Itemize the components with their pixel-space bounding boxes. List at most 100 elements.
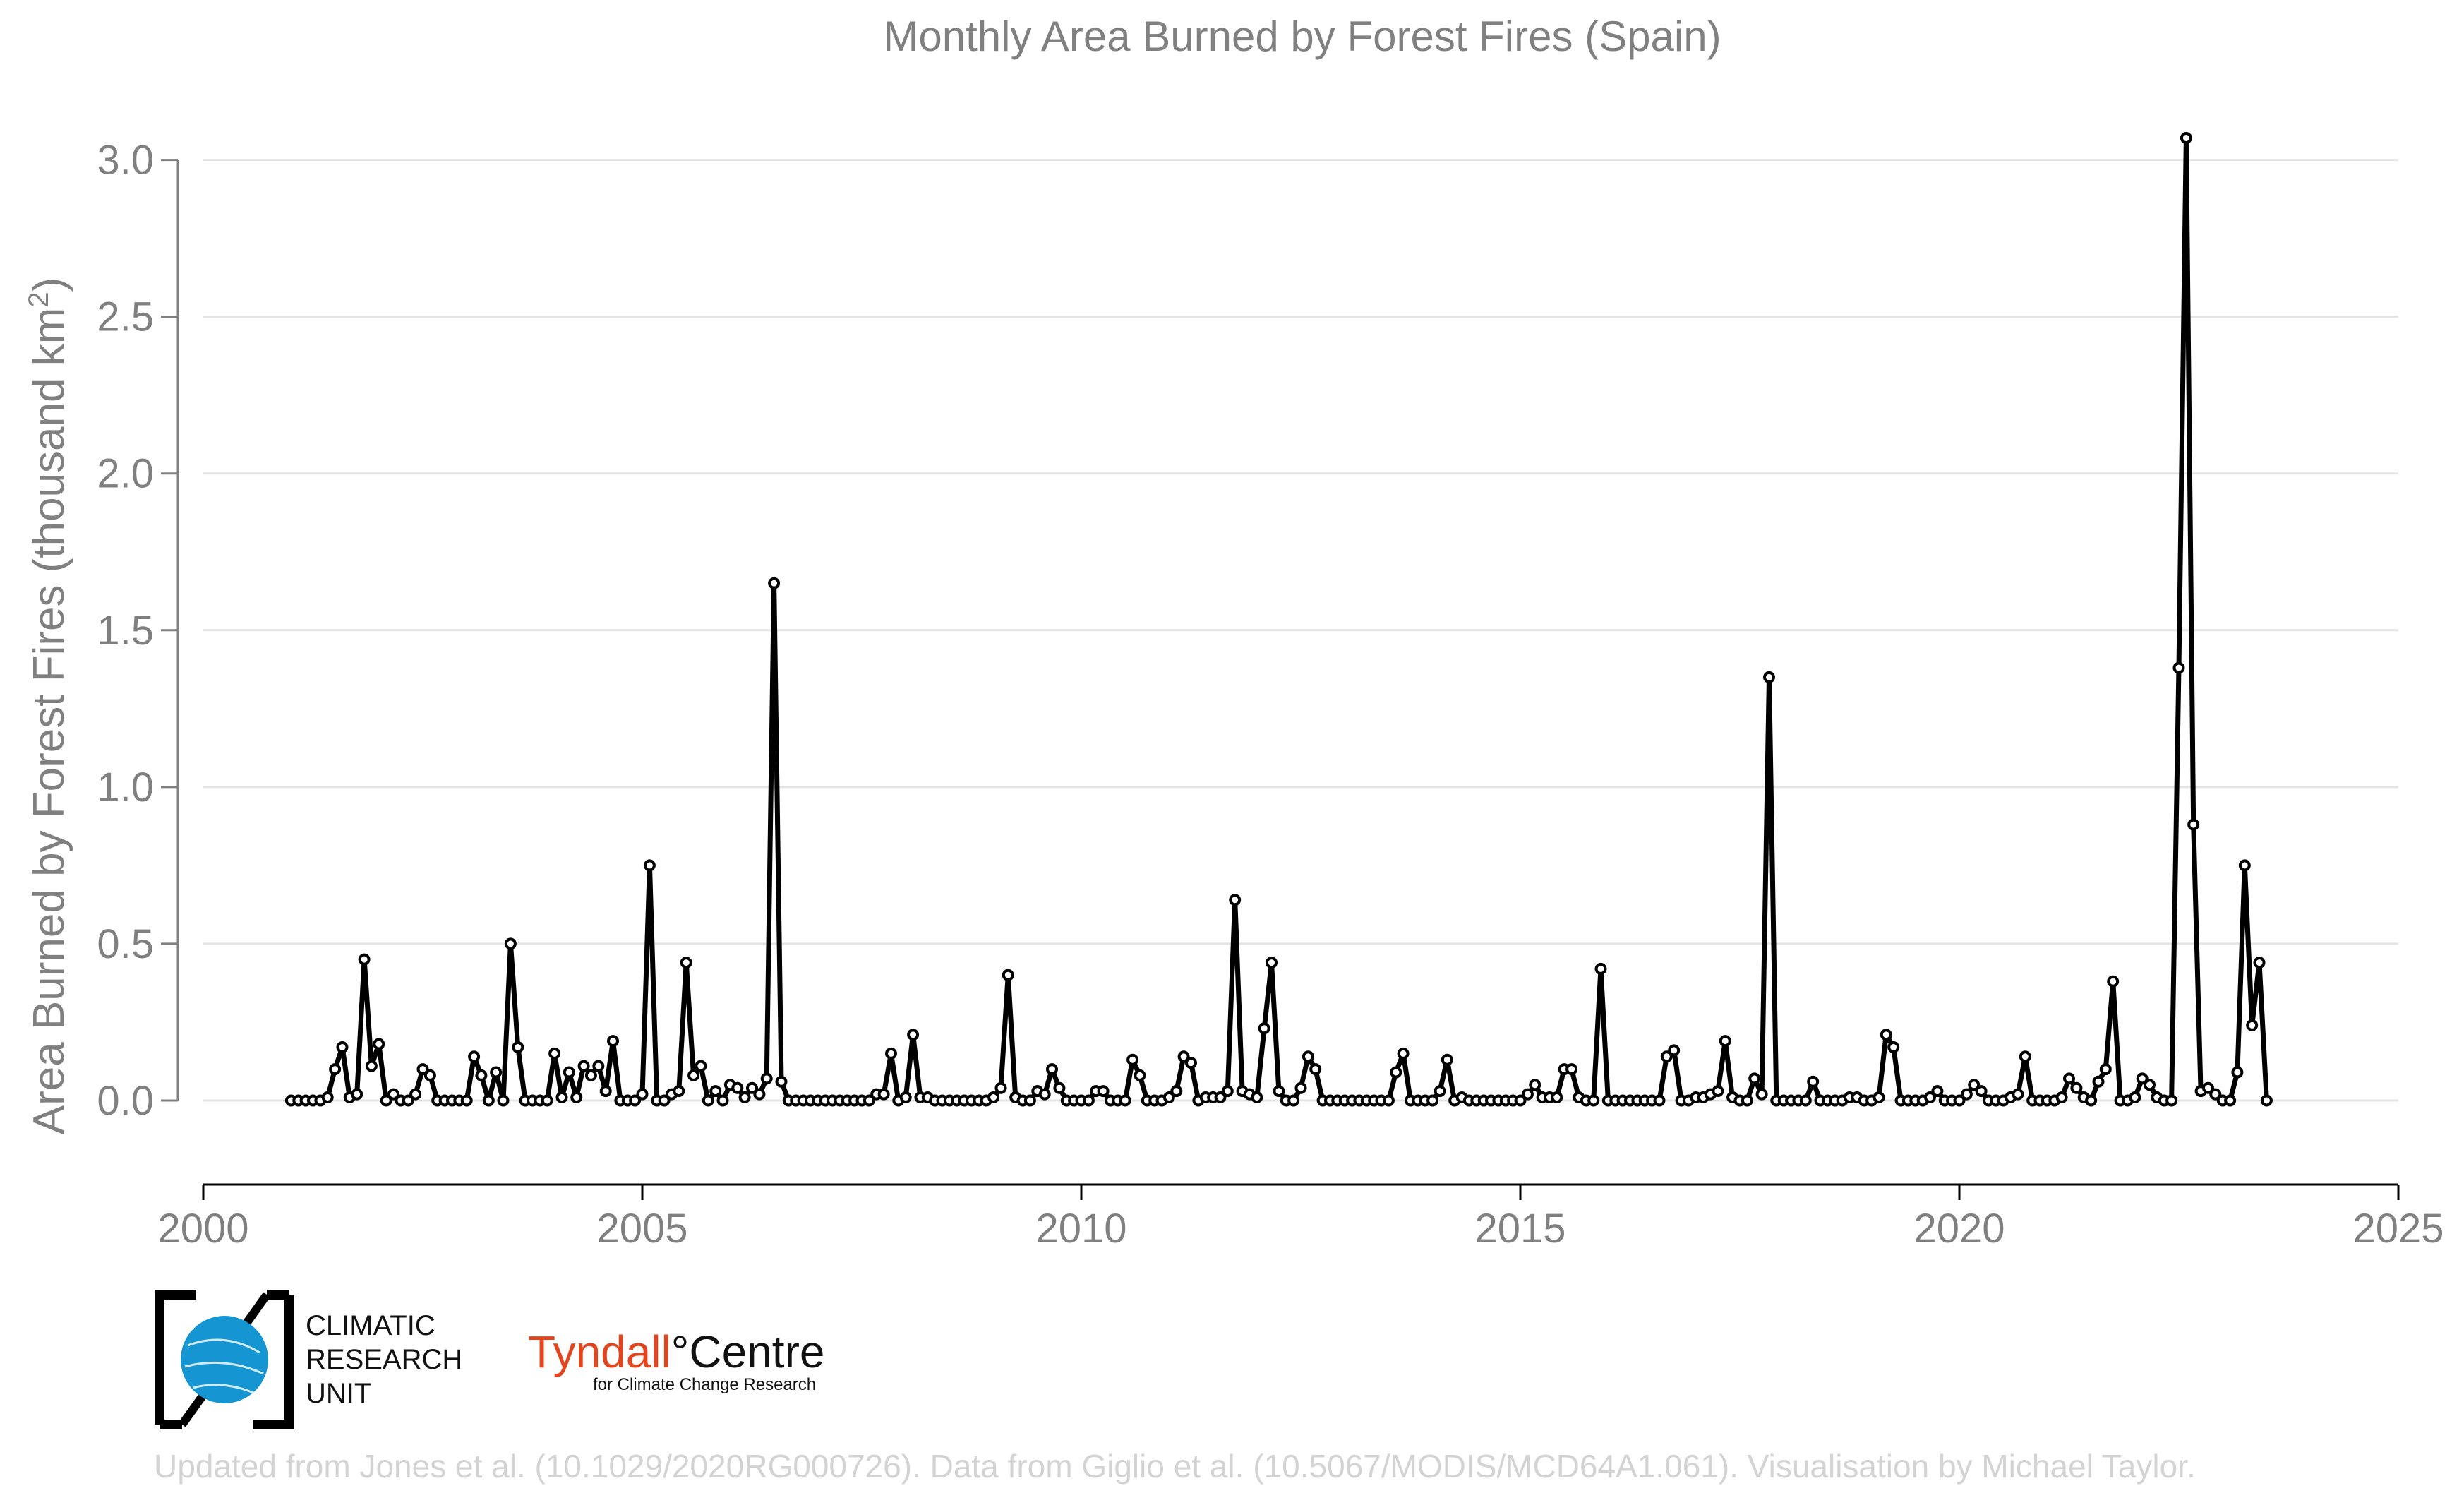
tyndall-subtitle: for Climate Change Research [593, 1375, 817, 1394]
data-point [716, 1094, 729, 1107]
logos: CLIMATIC RESEARCH UNIT Tyndall°Centre fo… [154, 1289, 860, 1437]
data-point [1873, 1091, 1885, 1103]
data-point [1251, 1091, 1263, 1103]
data-point [1529, 1079, 1541, 1091]
data-point [2224, 1094, 2237, 1107]
data-point [2172, 661, 2185, 674]
data-point [2144, 1079, 2156, 1091]
data-point [2063, 1072, 2075, 1085]
data-point [512, 1041, 524, 1053]
data-point [1221, 1085, 1234, 1098]
x-tick-label: 2015 [1474, 1206, 1565, 1252]
cru-logo-icon [155, 1290, 294, 1429]
credit-text: Updated from Jones et al. (10.1029/2020R… [154, 1448, 2196, 1485]
data-point [365, 1060, 378, 1072]
x-tick-label: 2005 [596, 1206, 687, 1252]
data-point [409, 1088, 422, 1101]
data-point [1741, 1094, 1753, 1107]
data-point [358, 953, 371, 966]
data-point [1170, 1085, 1183, 1098]
data-point [2231, 1066, 2244, 1079]
data-point [1748, 1072, 1761, 1085]
data-point [1309, 1063, 1322, 1076]
data-point [1712, 1085, 1724, 1098]
data-point [636, 1088, 649, 1101]
y-tick-label: 0.0 [97, 1078, 154, 1124]
data-point [687, 1069, 700, 1081]
data-point [1587, 1094, 1600, 1107]
data-point [1214, 1091, 1227, 1103]
x-tick-label: 2010 [1035, 1206, 1126, 1252]
y-tick-label: 1.5 [97, 608, 154, 654]
data-point [2107, 975, 2120, 988]
y-tick-label: 0.5 [97, 921, 154, 967]
data-point [1960, 1088, 1973, 1101]
data-point [2012, 1088, 2024, 1101]
series-line [291, 136, 2269, 1103]
data-point [1258, 1022, 1270, 1035]
cru-logo-text: CLIMATIC RESEARCH UNIT [306, 1310, 463, 1409]
data-point [1302, 1050, 1314, 1063]
data-point [1924, 1091, 1936, 1103]
data-point [2238, 859, 2251, 872]
data-point [2165, 1094, 2178, 1107]
data-point [592, 1060, 605, 1072]
data-point [1807, 1075, 1820, 1088]
y-tick-label: 1.0 [97, 765, 154, 810]
data-point [1653, 1094, 1666, 1107]
data-point [1887, 1041, 1900, 1053]
data-point [1975, 1085, 1988, 1098]
y-axis-label: Area Burned by Forest Fires (thousand km… [23, 277, 73, 1135]
data-point [1185, 1057, 1197, 1069]
data-point [1294, 1081, 1307, 1094]
data-point [863, 1094, 875, 1107]
data-point [702, 1094, 714, 1107]
data-point [1229, 894, 1242, 906]
data-point [1126, 1053, 1139, 1066]
data-point [1266, 957, 1278, 969]
data-point [994, 1081, 1007, 1094]
data-point [599, 1085, 612, 1098]
data-point [673, 1085, 685, 1098]
data-point [416, 1063, 429, 1076]
data-point [570, 1091, 583, 1103]
data-point [548, 1047, 561, 1060]
data-point [899, 1091, 912, 1103]
grid-lines [203, 159, 2398, 1102]
data-point [475, 1069, 488, 1081]
data-point [695, 1060, 707, 1072]
data-point [907, 1029, 920, 1041]
data-point [577, 1060, 590, 1072]
data-point [1162, 1091, 1175, 1103]
data-point [1390, 1066, 1402, 1079]
data-point [658, 1094, 671, 1107]
y-tick-label: 2.5 [97, 294, 154, 340]
data-point [1134, 1069, 1146, 1081]
data-point [775, 1075, 788, 1088]
data-point [1273, 1085, 1285, 1098]
data-point [877, 1088, 890, 1101]
data-point [482, 1094, 495, 1107]
data-point [885, 1047, 897, 1060]
data-point [1551, 1091, 1563, 1103]
data-point [1441, 1053, 1453, 1066]
data-point [1177, 1050, 1190, 1063]
data-point [2209, 1088, 2222, 1101]
data-point [1880, 1029, 1892, 1041]
data-point [2129, 1091, 2141, 1103]
data-point [351, 1088, 363, 1101]
data-point [1953, 1094, 1966, 1107]
series-area-burned [284, 132, 2273, 1107]
data-point [1763, 671, 1775, 683]
data-point [2202, 1081, 2214, 1094]
data-point [1397, 1047, 1410, 1060]
data-point [504, 937, 517, 950]
data-point [563, 1066, 575, 1079]
data-point [2187, 818, 2200, 831]
data-point [1046, 1063, 1058, 1076]
data-point [468, 1050, 481, 1063]
data-point [1594, 962, 1607, 975]
data-point [1426, 1094, 1439, 1107]
data-point [1082, 1094, 1095, 1107]
